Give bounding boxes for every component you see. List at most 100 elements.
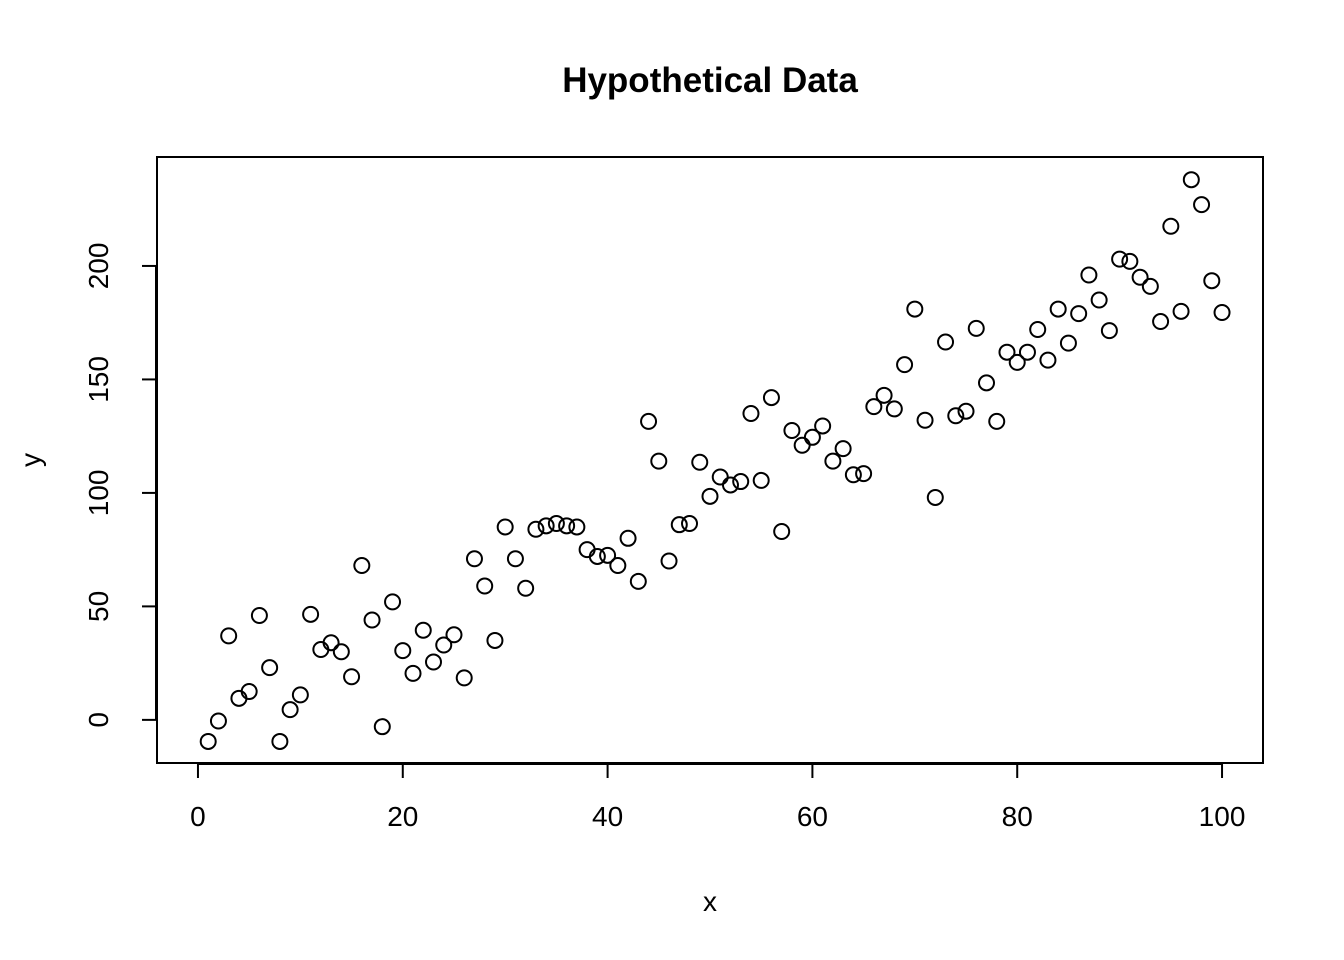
data-point (455, 669, 473, 687)
data-point (343, 668, 361, 686)
data-point (844, 466, 862, 484)
data-point (414, 621, 432, 639)
data-point (640, 412, 658, 430)
data-point (373, 718, 391, 736)
y-tick-label: 50 (83, 591, 114, 622)
data-point (1049, 300, 1067, 318)
data-point (527, 520, 545, 538)
data-point (732, 473, 750, 491)
data-point (967, 319, 985, 337)
data-point (537, 517, 555, 535)
chart-title: Hypothetical Data (562, 61, 858, 100)
data-point (1100, 322, 1118, 340)
data-point (742, 404, 760, 422)
data-point (896, 356, 914, 374)
plot-frame (156, 156, 1264, 764)
data-point (1121, 252, 1139, 270)
data-point (670, 516, 688, 534)
x-tick-label: 80 (1002, 801, 1033, 832)
data-point (496, 518, 514, 536)
data-point (384, 593, 402, 611)
data-point (793, 436, 811, 454)
data-point (711, 468, 729, 486)
data-point (834, 440, 852, 458)
data-point (1162, 217, 1180, 235)
data-point (547, 515, 565, 533)
y-tick-label: 150 (83, 356, 114, 403)
data-point (773, 522, 791, 540)
data-point (1193, 196, 1211, 214)
x-tick-label: 0 (190, 801, 206, 832)
data-point (291, 686, 309, 704)
data-point (691, 453, 709, 471)
data-point (240, 683, 258, 701)
data-point (855, 465, 873, 483)
data-point (875, 386, 893, 404)
data-point (1172, 302, 1190, 320)
data-point (506, 550, 524, 568)
data-point (1018, 343, 1036, 361)
data-point (465, 550, 483, 568)
data-point (261, 659, 279, 677)
data-point (701, 487, 719, 505)
data-point (1059, 334, 1077, 352)
x-tick-label: 60 (797, 801, 828, 832)
data-point (1213, 303, 1231, 321)
data-point (1141, 277, 1159, 295)
data-point (650, 452, 668, 470)
data-point (1070, 305, 1088, 323)
y-tick-label: 0 (83, 712, 114, 728)
data-point (1039, 351, 1057, 369)
data-point (1203, 272, 1221, 290)
x-tick-label: 40 (592, 801, 623, 832)
data-point (957, 402, 975, 420)
data-point (588, 547, 606, 565)
data-point (445, 626, 463, 644)
data-point (906, 300, 924, 318)
data-point (250, 606, 268, 624)
data-point (885, 400, 903, 418)
data-point (302, 605, 320, 623)
x-axis: 0 20 40 60 80 100 (190, 763, 1245, 832)
data-point (629, 572, 647, 590)
data-point (998, 343, 1016, 361)
data-point (476, 577, 494, 595)
x-axis-label: x (703, 886, 717, 917)
data-point (1090, 291, 1108, 309)
data-point (660, 552, 678, 570)
scatter-points (199, 171, 1231, 750)
y-axis-label: y (15, 453, 46, 467)
data-point (1131, 268, 1149, 286)
data-point (394, 642, 412, 660)
data-point (332, 643, 350, 661)
data-point (1008, 353, 1026, 371)
data-point (978, 374, 995, 392)
data-point (435, 636, 453, 654)
y-tick-label: 100 (83, 470, 114, 517)
data-point (404, 664, 422, 682)
data-point (1029, 320, 1047, 338)
data-point (558, 517, 576, 535)
data-point (425, 653, 442, 671)
data-point (1182, 171, 1200, 189)
data-point (916, 411, 934, 429)
data-point (947, 407, 965, 425)
data-point (199, 732, 217, 750)
data-point (209, 712, 227, 730)
data-point (220, 627, 238, 645)
data-point (752, 471, 770, 489)
data-point (1152, 313, 1170, 331)
data-point (599, 546, 617, 564)
data-point (271, 732, 289, 750)
data-point (281, 701, 299, 719)
data-point (824, 452, 842, 470)
data-point (363, 611, 381, 629)
y-tick-label: 200 (83, 243, 114, 290)
data-point (353, 557, 371, 575)
data-point (937, 333, 955, 351)
data-point (814, 417, 832, 435)
data-point (988, 412, 1006, 430)
data-point (619, 529, 637, 547)
data-point (1111, 250, 1129, 268)
